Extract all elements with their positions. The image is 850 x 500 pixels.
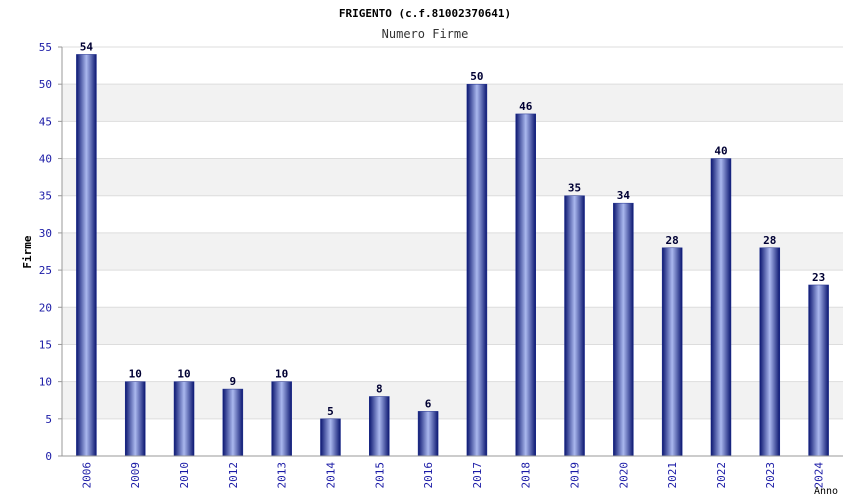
- x-tick-label-2006: 2006: [80, 462, 93, 489]
- data-label-2018: 46: [519, 100, 533, 113]
- data-label-2016: 6: [425, 397, 432, 410]
- bar-2018: [515, 113, 536, 457]
- x-tick-label-2024: 2024: [813, 462, 826, 489]
- x-tick-label-2019: 2019: [569, 462, 582, 489]
- data-label-2020: 34: [617, 189, 631, 202]
- x-tick-label-2012: 2012: [227, 462, 240, 489]
- y-tick-label: 15: [39, 338, 52, 351]
- x-tick-label-2014: 2014: [324, 462, 337, 489]
- grid-band: [62, 84, 843, 122]
- y-tick-label: 10: [39, 376, 52, 389]
- y-tick-label: 20: [39, 301, 52, 314]
- bar-2006: [76, 54, 97, 457]
- data-label-2009: 10: [129, 368, 142, 381]
- x-tick-label-2013: 2013: [276, 462, 289, 489]
- x-tick-label-2018: 2018: [520, 462, 533, 489]
- bar-2021: [661, 247, 683, 457]
- y-tick-label: 55: [39, 41, 52, 54]
- y-tick-label: 25: [39, 264, 52, 277]
- y-tick-label: 5: [45, 413, 52, 426]
- bar-2020: [613, 202, 634, 457]
- data-label-2022: 40: [714, 145, 727, 158]
- y-tick-label: 35: [39, 190, 52, 203]
- bar-2023: [759, 247, 781, 457]
- data-label-2017: 50: [470, 70, 483, 83]
- y-tick-label: 40: [39, 153, 52, 166]
- data-labels: 54 10 10 9 10 5 8 6 50 46 35 34 28 40 28 23: [80, 40, 825, 417]
- x-axis-label: Anno: [814, 486, 838, 497]
- x-tick-label-2023: 2023: [764, 462, 777, 489]
- bar-2013: [271, 381, 292, 457]
- data-label-2015: 8: [376, 383, 383, 396]
- chart-title: FRIGENTO (c.f.81002370641): [339, 7, 511, 20]
- bar-2010: [173, 381, 195, 457]
- bar-2022: [710, 158, 732, 457]
- data-label-2010: 10: [177, 368, 190, 381]
- data-label-2021: 28: [666, 234, 679, 247]
- y-tick-label: 30: [39, 227, 52, 240]
- x-tick-label-2015: 2015: [373, 462, 386, 489]
- data-label-2019: 35: [568, 182, 581, 195]
- data-label-2024: 23: [812, 271, 825, 284]
- y-tick-label: 50: [39, 78, 52, 91]
- bar-2017: [466, 83, 488, 457]
- data-label-2014: 5: [327, 405, 334, 418]
- chart-subtitle: Numero Firme: [382, 27, 469, 41]
- y-tick-label: 45: [39, 115, 52, 128]
- y-tick-label: 0: [45, 450, 52, 463]
- bar-2012: [222, 388, 244, 457]
- x-tick-label-2022: 2022: [715, 462, 728, 489]
- x-tick-label-2010: 2010: [178, 462, 191, 489]
- bar-2014: [320, 418, 341, 457]
- bar-2024: [808, 284, 829, 457]
- x-tick-label-2009: 2009: [129, 462, 142, 489]
- x-axis-ticks: 2006 2009 2010 2012 2013 2014 2015 2016 2017 2018…: [80, 462, 825, 489]
- y-axis-ticks: 0 5 10 15 20 25 30 35 40 45 50 55: [39, 41, 62, 463]
- x-tick-label-2020: 2020: [617, 462, 630, 489]
- bars: [76, 54, 829, 457]
- bar-2015: [369, 396, 390, 457]
- bar-2009: [124, 381, 146, 457]
- y-axis-label: Firme: [21, 235, 34, 268]
- bar-2019: [564, 195, 585, 457]
- x-tick-label-2016: 2016: [422, 462, 435, 489]
- data-label-2012: 9: [230, 375, 237, 388]
- data-label-2013: 10: [275, 368, 288, 381]
- x-tick-label-2017: 2017: [471, 462, 484, 489]
- x-tick-label-2021: 2021: [666, 462, 679, 489]
- bar-2016: [417, 411, 439, 457]
- data-label-2006: 54: [80, 40, 94, 53]
- data-label-2023: 28: [763, 234, 776, 247]
